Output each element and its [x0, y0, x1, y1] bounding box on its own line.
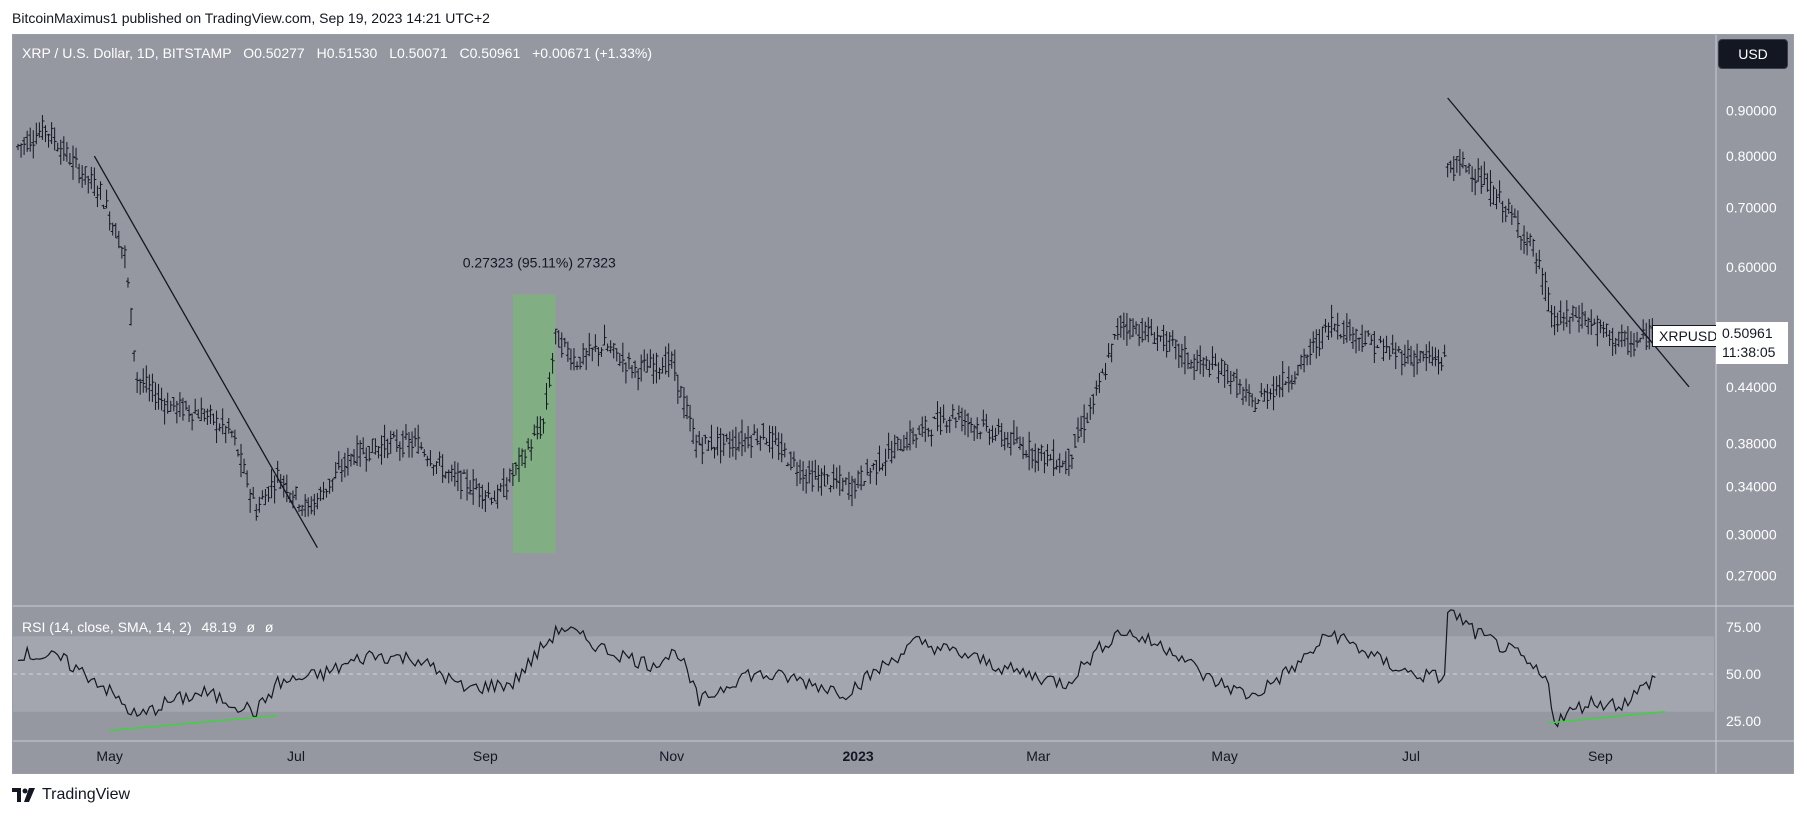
measure-box: [512, 294, 556, 554]
price-tick-label: 0.70000: [1726, 200, 1777, 216]
rsi-extra-1: ø: [246, 619, 256, 635]
time-tick-label: Nov: [659, 748, 684, 764]
high-value: 0.51530: [326, 45, 378, 61]
time-tick-label: Jul: [1402, 748, 1420, 764]
price-tick-label: 0.38000: [1726, 435, 1777, 451]
time-tick-label: Mar: [1026, 748, 1050, 764]
high-label: H: [316, 45, 327, 61]
rsi-extra-2: ø: [264, 619, 274, 635]
rsi-tick-label: 50.00: [1726, 666, 1761, 682]
price-tick-label: 0.30000: [1726, 527, 1777, 543]
symbol-legend: XRP / U.S. Dollar, 1D, BITSTAMP O0.50277…: [22, 45, 652, 61]
time-tick-label: Sep: [473, 748, 498, 764]
footer-brand-label: TradingView: [42, 786, 131, 803]
price-tick-label: 0.60000: [1726, 259, 1777, 275]
symbol-title: XRP / U.S. Dollar, 1D, BITSTAMP: [22, 45, 232, 61]
rsi-divergence-line-1: [109, 714, 278, 732]
tradingview-logo-icon: [12, 788, 35, 802]
low-value: 0.50071: [397, 45, 448, 61]
footer-brand[interactable]: TradingView: [12, 786, 130, 804]
time-tick-label: Sep: [1588, 748, 1613, 764]
low-label: L: [389, 45, 397, 61]
rsi-tick-label: 25.00: [1726, 713, 1761, 729]
last-price-tag: 0.50961 11:38:05: [1716, 322, 1788, 364]
close-value: 0.50961: [469, 45, 521, 61]
rsi-line: [17, 609, 1656, 728]
rsi-tick-label: 75.00: [1726, 619, 1761, 635]
price-tick-label: 0.80000: [1726, 148, 1777, 164]
publisher-line: BitcoinMaximus1 published on TradingView…: [12, 10, 490, 26]
change-value: +0.00671 (+1.33%): [532, 45, 652, 61]
last-price-value: 0.50961: [1722, 325, 1773, 341]
open-label: O: [243, 45, 255, 61]
measure-label: 0.27323 (95.11%) 27323: [463, 254, 616, 270]
currency-button[interactable]: USD: [1718, 39, 1788, 69]
trendline-2: [1447, 97, 1690, 388]
price-tick-label: 0.90000: [1726, 103, 1777, 119]
open-value: 0.50277: [254, 45, 305, 61]
price-tick-label: 0.27000: [1726, 567, 1777, 583]
time-tick-label: Jul: [287, 748, 305, 764]
rsi-divergence-line-2: [1548, 710, 1665, 724]
rsi-label: RSI (14, close, SMA, 14, 2): [22, 619, 192, 635]
trendline-1: [93, 155, 318, 549]
price-tick-label: 0.44000: [1726, 379, 1777, 395]
time-tick-label: May: [1211, 748, 1237, 764]
time-tick-label: May: [96, 748, 122, 764]
bar-countdown: 11:38:05: [1722, 344, 1776, 360]
time-tick-label: 2023: [843, 748, 874, 764]
price-tick-label: 0.34000: [1726, 478, 1777, 494]
rsi-legend: RSI (14, close, SMA, 14, 2) 48.19 ø ø: [22, 619, 273, 635]
rsi-value: 48.19: [201, 619, 237, 635]
symbol-price-tag: XRPUSD: [1652, 325, 1725, 347]
close-label: C: [459, 45, 470, 61]
